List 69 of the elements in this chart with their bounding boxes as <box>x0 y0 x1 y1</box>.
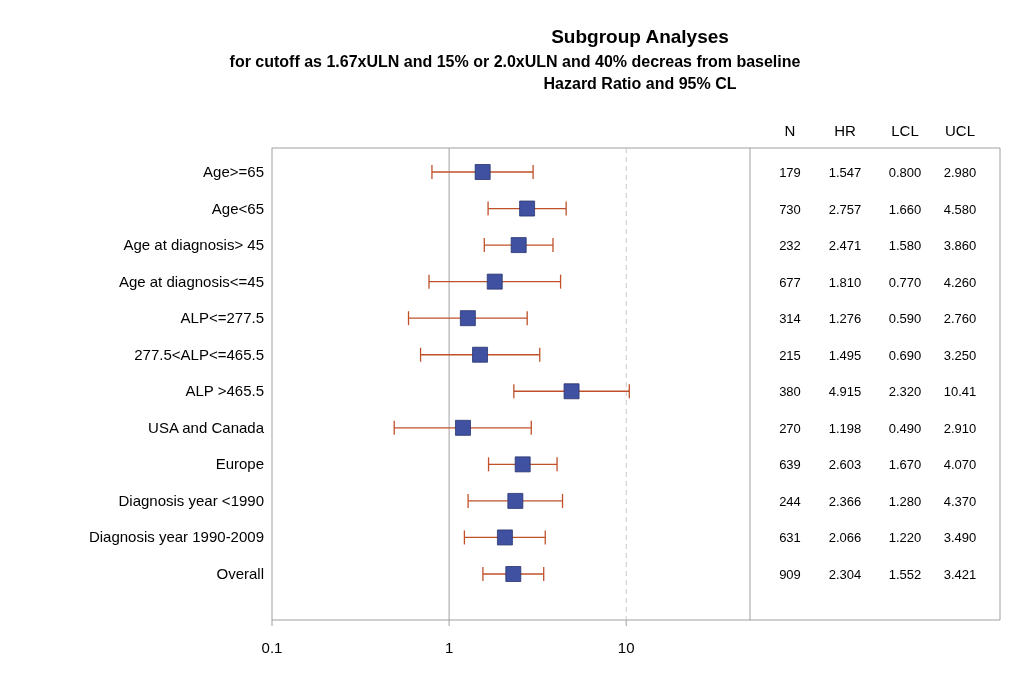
text: 3.490 <box>943 530 977 546</box>
data-label: 2.603 <box>828 457 862 473</box>
text: 909 <box>779 567 801 582</box>
text: 4.370 <box>943 493 977 509</box>
text: 730 <box>779 201 801 217</box>
text: UCL <box>944 122 976 139</box>
text: 0.770 <box>888 274 922 290</box>
chart-title: Subgroup Analyses <box>551 26 729 47</box>
text: 2.910 <box>943 420 977 436</box>
text: 677 <box>779 274 801 290</box>
data-label: 2.066 <box>828 530 862 546</box>
text: 3.860 <box>943 238 977 254</box>
text: 1.660 <box>888 201 922 217</box>
y-tick-label: ALP >465.5 <box>185 382 264 400</box>
chart-subtitle: for cutoff as 1.67xULN and 15% or 2.0xULN and 40% decreas from baseline Hazard Ratio and 95% CL <box>229 53 801 92</box>
text: 215 <box>779 347 801 363</box>
y-tick-label: Diagnosis year 1990-2009 <box>88 528 264 546</box>
data-label: 2.757 <box>828 201 862 217</box>
text: 1.670 <box>888 457 922 473</box>
y-tick-label: ALP<=277.5 <box>180 309 264 327</box>
text: 0.590 <box>888 311 922 327</box>
text: 232 <box>779 238 801 254</box>
text: 3.250 <box>943 347 977 363</box>
y-tick-label: 277.5<ALP<=465.5 <box>134 345 264 363</box>
text: 179 <box>779 165 801 180</box>
data-label: 1.547 <box>828 165 862 180</box>
text: 2.980 <box>943 165 977 180</box>
y-tick-label: Diagnosis year <1990 <box>118 491 264 509</box>
text: 1.220 <box>888 530 922 546</box>
y-tick-label: Overall <box>216 565 264 582</box>
text: 0.690 <box>888 347 922 363</box>
data-label: 4.915 <box>828 384 862 400</box>
text: 639 <box>779 457 801 473</box>
data-label: 2.304 <box>828 567 862 582</box>
text: 380 <box>779 384 801 400</box>
text: 3.421 <box>943 567 977 582</box>
y-tick-label: Age at diagnosis> 45 <box>123 236 264 254</box>
data-label: 1.810 <box>828 274 862 290</box>
y-tick-label: Age at diagnosis<=45 <box>118 272 264 290</box>
text: 1.552 <box>888 567 922 582</box>
x-tick-label: 10 <box>617 639 635 656</box>
text: 2.320 <box>888 384 922 400</box>
text: 270 <box>779 420 801 436</box>
text: 0.490 <box>888 420 922 436</box>
data-label: 2.366 <box>828 493 862 509</box>
data-label: 1.198 <box>828 420 862 436</box>
text: 2.760 <box>943 311 977 327</box>
y-tick-label: Age<65 <box>211 199 264 217</box>
y-tick-label: USA and Canada <box>148 418 265 436</box>
text: 4.070 <box>943 457 977 473</box>
text: 4.260 <box>943 274 977 290</box>
text: 631 <box>779 530 801 546</box>
data-label: 2.471 <box>828 238 862 254</box>
data-label: 1.276 <box>828 311 862 327</box>
x-tick-label: 0.1 <box>261 639 283 656</box>
text: 244 <box>779 493 801 509</box>
x-tick-label: 1 <box>444 639 454 656</box>
y-tick-label: Age>=65 <box>203 163 264 180</box>
text: N <box>784 122 796 139</box>
text: LCL <box>891 122 919 139</box>
text: HR <box>834 122 856 139</box>
text: 4.580 <box>943 201 977 217</box>
text: 314 <box>779 311 801 327</box>
text: 10.41 <box>943 384 977 400</box>
text: 0.800 <box>888 165 922 180</box>
text: 1.580 <box>888 238 922 254</box>
text: 1.280 <box>888 493 922 509</box>
y-tick-label: Europe <box>215 455 264 473</box>
data-label: 1.495 <box>828 347 862 363</box>
